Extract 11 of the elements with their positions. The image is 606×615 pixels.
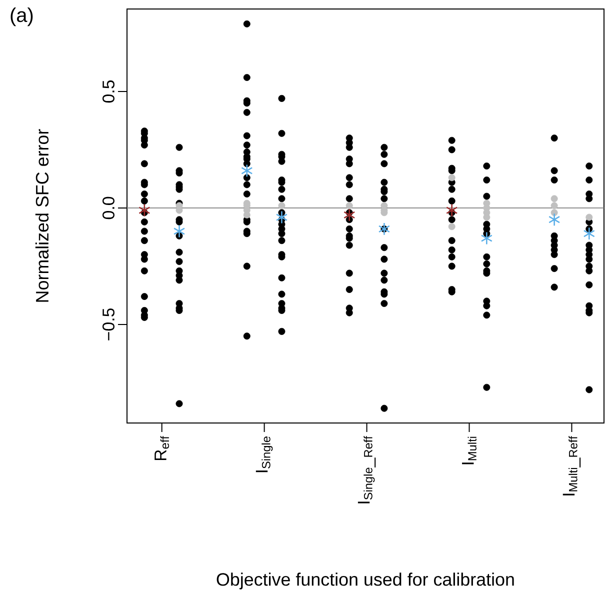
- text: (a): [10, 8, 33, 26]
- y-tick-label: 0.5: [102, 80, 114, 103]
- x-axis-title: Objective function used for calibration: [216, 572, 514, 590]
- x-tick-label: $\mathrm{R}_{\mathrm{eff}}$: [154, 436, 170, 460]
- y-tick-label: −0.5: [102, 308, 114, 340]
- x-tick-label: $\mathrm{I}_{\mathrm{Multi\_Reff}}$: [562, 436, 581, 496]
- x-tick-label: $\mathrm{I}_{\mathrm{Multi}}$: [462, 436, 476, 464]
- x-tick-label: $\mathrm{I}_{\mathrm{Single\_Reff}}$: [358, 436, 376, 504]
- y-axis-title: Normalized SFC error: [35, 129, 49, 302]
- x-tick-label: $\mathrm{I}_{\mathrm{Single}}$: [256, 436, 273, 472]
- y-tick-label: 0.0: [102, 196, 114, 220]
